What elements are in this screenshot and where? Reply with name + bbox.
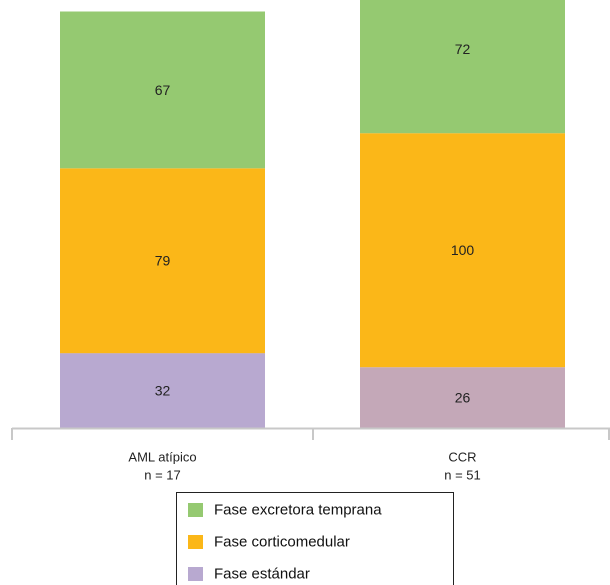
bar-value-label: 26 xyxy=(455,390,471,406)
category-label: CCR xyxy=(448,450,476,465)
bar-segment xyxy=(60,353,265,428)
bar-value-label: 79 xyxy=(155,253,171,269)
legend-swatch xyxy=(188,567,203,581)
bar-segment xyxy=(360,133,565,368)
category-n-label: n = 51 xyxy=(444,468,481,483)
bar-value-label: 32 xyxy=(155,383,171,399)
category-n-label: n = 17 xyxy=(144,468,181,483)
bar-segment xyxy=(360,367,565,428)
legend-entry-label: Fase excretora temprana xyxy=(214,502,382,519)
x-axis xyxy=(11,427,610,440)
bar-segment xyxy=(60,11,265,169)
legend: Fase excretora temprana Fase corticomedul… xyxy=(176,492,454,585)
category-label: AML atípico xyxy=(128,450,196,465)
bar-segment xyxy=(60,168,265,354)
bar-value-label: 72 xyxy=(455,41,471,57)
bar-value-label: 67 xyxy=(155,82,171,98)
legend-entry-label: Fase estándar xyxy=(214,566,310,583)
legend-entry-label: Fase corticomedular xyxy=(214,534,350,551)
bars-group: 32 79 67 26 100 72 xyxy=(60,0,565,428)
legend-swatch xyxy=(188,503,203,517)
category-labels: AML atípico n = 17 CCR n = 51 xyxy=(128,450,480,483)
legend-box xyxy=(176,492,454,585)
bar-segment xyxy=(360,0,565,134)
bar-value-label: 100 xyxy=(451,242,475,258)
legend-swatch xyxy=(188,535,203,549)
